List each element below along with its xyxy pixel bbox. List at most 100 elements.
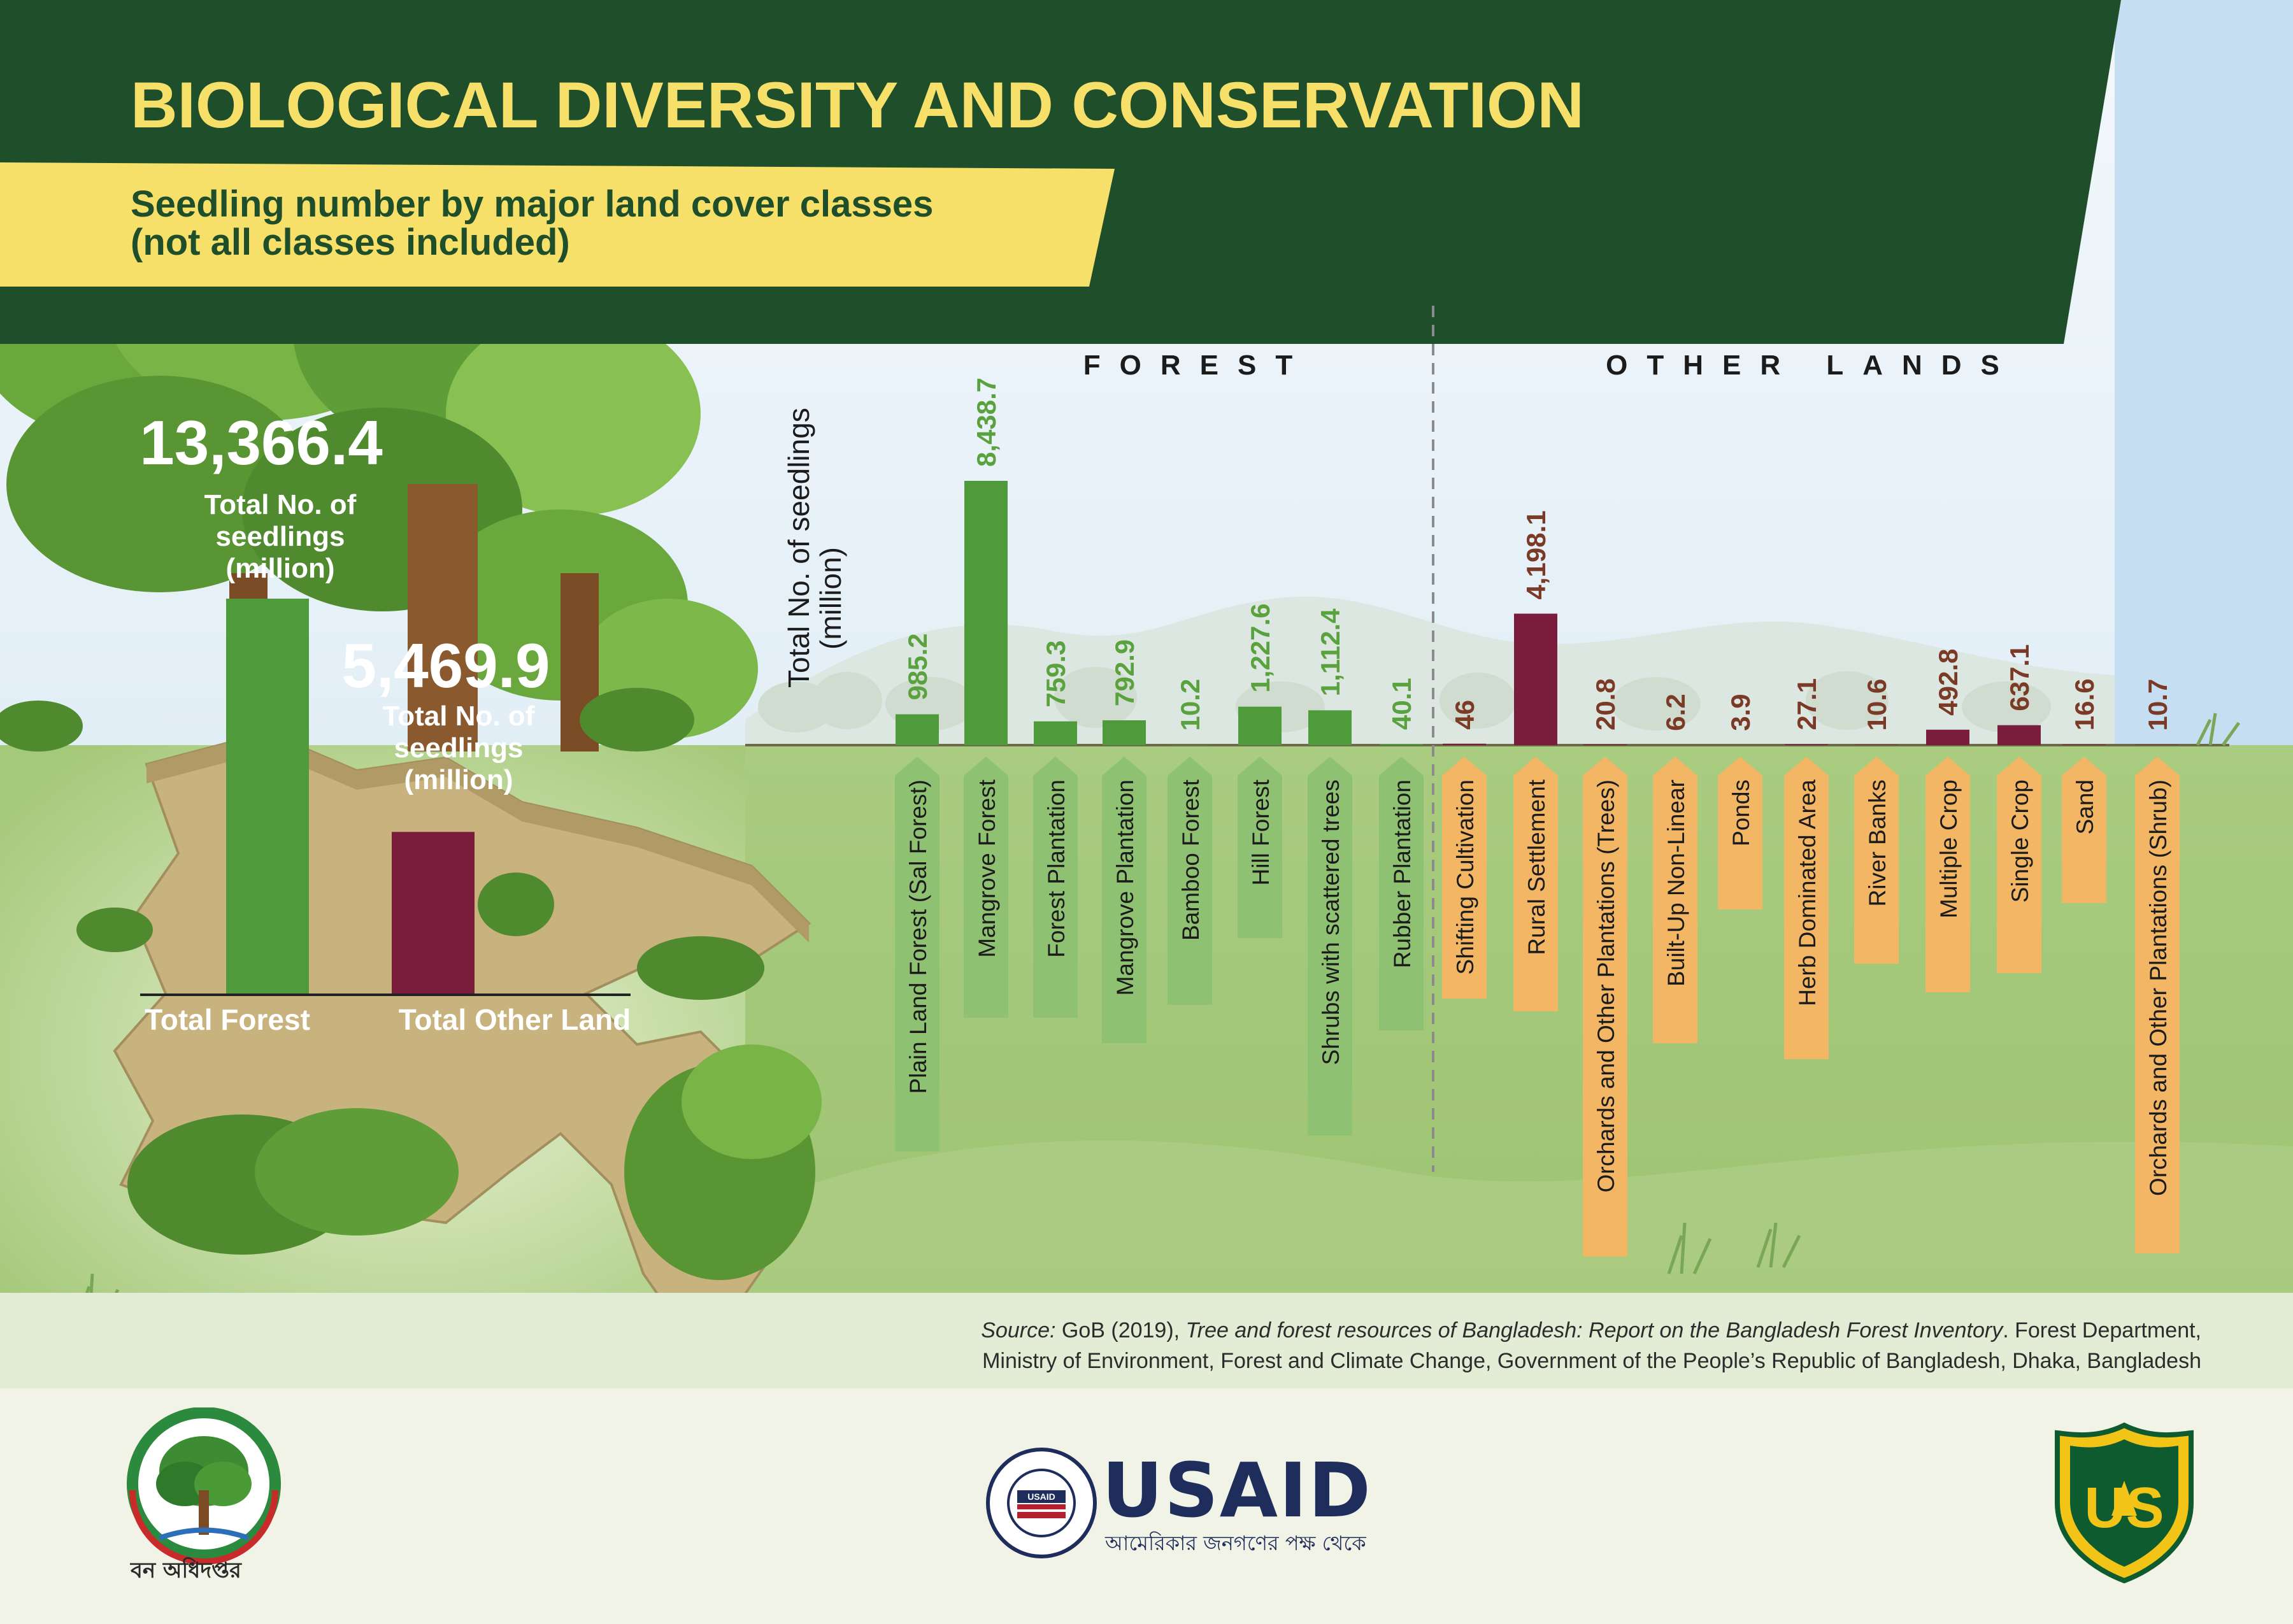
y-axis-label-line1: Total No. of seedlings — [782, 408, 815, 688]
category-label-forest-hill-forest: Hill Forest — [1248, 779, 1274, 885]
other-caption-line1: Total No. of — [382, 701, 535, 732]
usaid-wordmark: USAID — [1102, 1449, 1372, 1532]
ground-bushes-left — [0, 688, 694, 751]
chart-subtitle-line2: (not all classes included) — [131, 222, 570, 263]
other-total-caption: Total No. of seedlings (million) — [331, 701, 586, 796]
category-label-forest-plain-land-forest-sal-forest: Plain Land Forest (Sal Forest) — [905, 780, 931, 1094]
forest-total-value: 13,366.4 — [139, 408, 383, 478]
bar-other-river-banks — [1855, 744, 1898, 745]
category-box-forest-rubber-plantation — [1379, 757, 1424, 1030]
category-box-other-orchards-and-other-plantations-trees — [1583, 757, 1627, 1257]
map-tree-clusters — [76, 873, 822, 1280]
bar-forest-rubber-plantation — [1380, 744, 1423, 745]
category-box-forest-shrubs-with-scattered-trees — [1308, 757, 1352, 1136]
forest-group-heading: FOREST — [1083, 350, 1311, 381]
bar-other-multiple-crop — [1926, 729, 1969, 745]
usaid-wordmark-text: USAID — [1102, 1446, 1372, 1534]
summary-bar-total-other-land — [392, 832, 475, 994]
category-label-other-rural-settlement: Rural Settlement — [1524, 779, 1550, 955]
category-box-other-ponds — [1718, 757, 1762, 909]
category-box-forest-mangrove-plantation — [1102, 757, 1146, 1043]
forest-total-caption: Total No. of seedlings (million) — [146, 489, 414, 585]
value-label-other-river-banks: 10.6 — [1862, 679, 1892, 731]
category-label-forest-forest-plantation: Forest Plantation — [1043, 780, 1069, 958]
usaid-seal-inner: USAID — [1027, 1492, 1055, 1502]
category-label-other-orchards-and-other-plantations-trees: Orchards and Other Plantations (Trees) — [1593, 780, 1619, 1192]
category-box-other-single-crop — [1997, 757, 2041, 973]
category-label-other-shifting-cultivation: Shifting Cultivation — [1452, 780, 1478, 974]
forest-department-logo — [127, 1407, 281, 1565]
source-band — [0, 1293, 2293, 1388]
value-label-other-shifting-cultivation: 46 — [1450, 700, 1480, 730]
bar-other-sand — [2062, 744, 2106, 745]
category-box-forest-mangrove-forest — [964, 757, 1008, 1018]
category-box-forest-forest-plantation — [1033, 757, 1078, 1018]
logo-band — [0, 1388, 2293, 1624]
category-label-forest-mangrove-forest: Mangrove Forest — [974, 779, 1000, 957]
bar-forest-hill-forest — [1238, 706, 1282, 745]
detail-chart: 985.2 Plain Land Forest (Sal Forest) 8,438… — [895, 378, 2180, 1257]
value-label-forest-rubber-plantation: 40.1 — [1387, 678, 1417, 730]
category-box-other-sand — [2062, 757, 2106, 903]
source-line1: Source: GoB (2019), Tree and forest reso… — [713, 1315, 2201, 1346]
category-box-other-herb-dominated-area — [1784, 757, 1829, 1059]
bar-other-orchards-and-other-plantations-trees — [1583, 744, 1627, 745]
forest-caption-line2: seedlings — [215, 521, 345, 552]
category-label-other-built-up-non-linear: Built-Up Non-Linear — [1663, 780, 1689, 987]
value-label-forest-plain-land-forest-sal-forest: 985.2 — [903, 633, 932, 700]
bar-forest-bamboo-forest — [1168, 744, 1211, 745]
bar-other-shifting-cultivation — [1443, 743, 1486, 745]
bar-other-orchards-and-other-plantations-shrub — [2136, 744, 2179, 745]
value-label-other-sand: 16.6 — [2069, 678, 2099, 730]
y-axis-label-line2: (million) — [814, 547, 847, 650]
category-box-other-orchards-and-other-plantations-shrub — [2135, 757, 2180, 1253]
category-box-forest-hill-forest — [1238, 757, 1282, 938]
bar-forest-mangrove-plantation — [1103, 720, 1146, 745]
forest-total-block: 13,366.4 — [115, 408, 408, 478]
value-label-forest-shrubs-with-scattered-trees: 1,112.4 — [1315, 608, 1345, 696]
value-label-other-herb-dominated-area: 27.1 — [1792, 678, 1822, 730]
category-label-other-ponds: Ponds — [1728, 780, 1754, 846]
bar-other-single-crop — [1997, 725, 2041, 745]
usaid-tagline: আমেরিকার জনগণের পক্ষ থেকে — [1105, 1531, 1366, 1555]
category-label-other-herb-dominated-area: Herb Dominated Area — [1794, 780, 1820, 1006]
forest-caption-line1: Total No. of — [204, 489, 357, 520]
misty-tree-line — [758, 667, 2051, 732]
forest-department-caption: বন অধিদপ্তর — [131, 1558, 241, 1583]
bar-forest-forest-plantation — [1034, 721, 1077, 745]
summary-label-total-other-land: Total Other Land — [399, 1003, 631, 1036]
bar-other-herb-dominated-area — [1785, 744, 1828, 745]
value-label-other-orchards-and-other-plantations-shrub: 10.7 — [2143, 679, 2173, 731]
category-label-forest-bamboo-forest: Bamboo Forest — [1178, 779, 1204, 941]
source-rest: . Forest Department, — [2003, 1318, 2201, 1343]
category-label-forest-mangrove-plantation: Mangrove Plantation — [1112, 780, 1138, 995]
value-label-other-rural-settlement: 4,198.1 — [1521, 510, 1551, 599]
bar-forest-mangrove-forest — [964, 481, 1008, 745]
category-label-other-multiple-crop: Multiple Crop — [1936, 780, 1962, 918]
forest-service-shield: US — [2055, 1422, 2194, 1584]
category-box-other-built-up-non-linear — [1653, 757, 1697, 1043]
other-caption-line2: seedlings — [394, 732, 524, 764]
category-box-forest-plain-land-forest-sal-forest — [895, 757, 939, 1151]
bar-forest-plain-land-forest-sal-forest — [896, 714, 939, 745]
y-axis-label: Total No. of seedlings (million) — [782, 408, 847, 688]
category-label-other-sand: Sand — [2072, 780, 2098, 834]
category-box-other-rural-settlement — [1513, 757, 1558, 1011]
other-caption-line3: (million) — [404, 764, 513, 795]
subtitle-band — [0, 162, 1115, 287]
value-label-other-orchards-and-other-plantations-trees: 20.8 — [1590, 678, 1620, 730]
value-label-other-ponds: 3.9 — [1725, 694, 1755, 730]
value-label-forest-bamboo-forest: 10.2 — [1175, 679, 1205, 731]
category-label-forest-rubber-plantation: Rubber Plantation — [1389, 780, 1415, 968]
category-label-forest-shrubs-with-scattered-trees: Shrubs with scattered trees — [1318, 780, 1344, 1065]
sky-edge — [2115, 0, 2293, 751]
value-label-other-single-crop: 637.1 — [2004, 645, 2034, 711]
source-line2: Ministry of Environment, Forest and Clim… — [982, 1349, 2201, 1373]
value-label-other-multiple-crop: 492.8 — [1933, 649, 1963, 716]
usaid-seal: USAID — [986, 1448, 1097, 1558]
value-label-forest-hill-forest: 1,227.6 — [1245, 603, 1275, 692]
category-box-other-multiple-crop — [1925, 757, 1970, 992]
summary-chart: Total Forest Total Other Land — [140, 599, 631, 1036]
value-label-other-built-up-non-linear: 6.2 — [1661, 694, 1690, 730]
